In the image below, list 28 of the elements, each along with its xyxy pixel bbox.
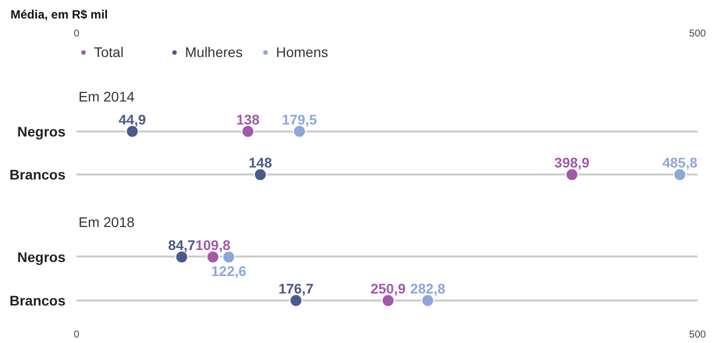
legend-label: Total — [94, 44, 125, 60]
data-label: 84,7 — [168, 236, 196, 253]
y-tick-label: Negros — [17, 248, 66, 265]
legend-label: Homens — [276, 44, 330, 60]
legend-label: Mulheres — [185, 44, 244, 60]
x-tick-label: 500 — [689, 330, 706, 340]
x-tick-label: 0 — [74, 330, 80, 340]
data-label: 398,9 — [554, 154, 590, 171]
data-label: 109,8 — [195, 236, 231, 253]
point — [254, 168, 267, 182]
data-label: 138 — [236, 111, 260, 128]
x-tick-label: 500 — [689, 28, 706, 40]
data-label: 176,7 — [278, 280, 314, 297]
data-label: 250,9 — [370, 280, 406, 297]
y-tick-label: Brancos — [9, 292, 66, 309]
data-label: 282,8 — [410, 280, 446, 297]
point — [241, 124, 254, 138]
chart-title: Média, em R$ mil — [10, 8, 108, 22]
chart-subtitle: Em 2018 — [78, 214, 135, 230]
data-label: 44,9 — [118, 111, 146, 128]
x-tick-label: 0 — [74, 28, 80, 40]
data-label: 485,8 — [662, 154, 698, 171]
y-tick-label: Brancos — [9, 166, 66, 183]
chart-subtitle: Em 2014 — [78, 88, 135, 105]
data-label: 122,6 — [211, 262, 246, 279]
y-tick-label: Negros — [17, 123, 66, 140]
data-label: 179,5 — [282, 111, 318, 128]
data-label: 148 — [248, 154, 272, 171]
